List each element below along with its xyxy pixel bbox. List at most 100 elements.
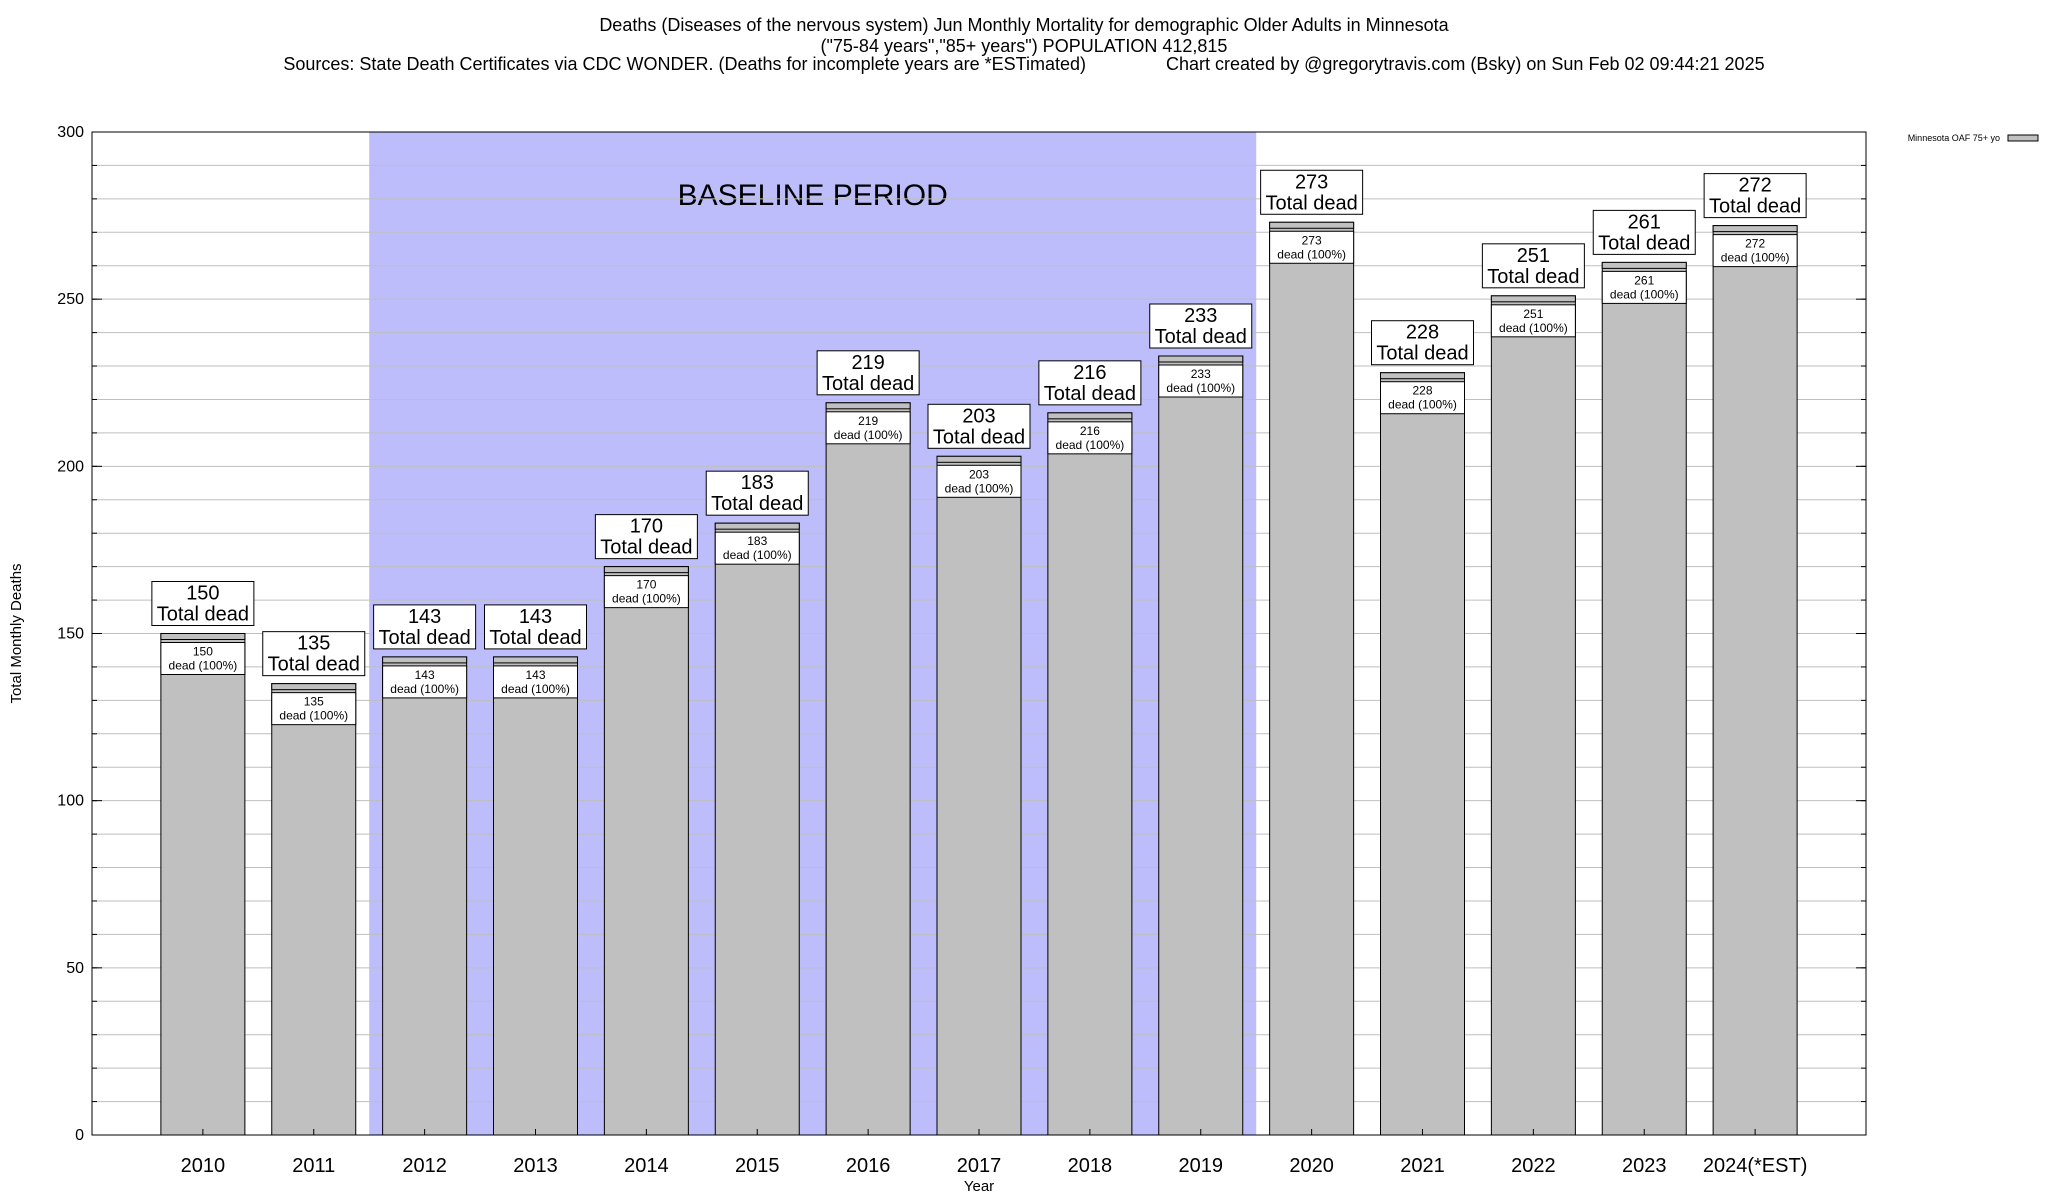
inner-pct-label: dead (100%) bbox=[1277, 247, 1346, 261]
inner-pct-label: dead (100%) bbox=[1610, 287, 1679, 301]
top-value-label: 203 bbox=[962, 405, 995, 427]
inner-pct-label: dead (100%) bbox=[279, 709, 348, 723]
bar-cap bbox=[1712, 225, 1798, 233]
inner-pct-label: dead (100%) bbox=[945, 481, 1014, 495]
inner-pct-label: dead (100%) bbox=[1499, 321, 1568, 335]
y-tick-label: 300 bbox=[57, 124, 84, 141]
x-tick-label: 2021 bbox=[1400, 1155, 1445, 1177]
inner-label-box bbox=[1712, 234, 1798, 268]
bar-cap bbox=[271, 683, 357, 691]
inner-value-label: 219 bbox=[858, 414, 878, 428]
top-label-box bbox=[816, 350, 920, 396]
top-total-label: Total dead bbox=[1598, 232, 1690, 254]
top-total-label: Total dead bbox=[157, 604, 249, 626]
x-axis-title: Year bbox=[964, 1178, 994, 1195]
top-value-label: 150 bbox=[186, 583, 219, 605]
bar bbox=[493, 656, 578, 1136]
x-tick-label: 2023 bbox=[1622, 1155, 1667, 1177]
inner-pct-label: dead (100%) bbox=[834, 428, 903, 442]
bar bbox=[271, 683, 357, 1136]
bar bbox=[714, 522, 800, 1136]
y-tick-label: 150 bbox=[57, 626, 84, 643]
top-label-box bbox=[373, 604, 477, 650]
top-total-label: Total dead bbox=[1044, 383, 1136, 405]
top-label-box bbox=[151, 581, 255, 626]
bar-cap bbox=[1269, 221, 1355, 229]
legend-label: Minnesota OAF 75+ yo bbox=[1908, 133, 2000, 143]
bar-cap bbox=[1158, 355, 1244, 363]
top-value-label: 143 bbox=[408, 606, 441, 628]
bar-cap bbox=[1047, 412, 1133, 420]
bar bbox=[1380, 372, 1465, 1136]
bar bbox=[1158, 355, 1244, 1136]
y-tick-label: 100 bbox=[57, 793, 84, 810]
top-total-label: Total dead bbox=[822, 373, 914, 395]
inner-value-label: 203 bbox=[969, 467, 989, 481]
inner-pct-label: dead (100%) bbox=[612, 592, 681, 606]
top-label-box bbox=[927, 403, 1031, 449]
inner-pct-label: dead (100%) bbox=[501, 682, 570, 696]
bar bbox=[382, 656, 468, 1136]
inner-pct-label: dead (100%) bbox=[1166, 381, 1235, 395]
bar-cap bbox=[603, 566, 689, 574]
bar-cap bbox=[825, 402, 911, 410]
inner-pct-label: dead (100%) bbox=[723, 548, 792, 562]
top-label-box bbox=[1481, 243, 1585, 289]
x-tick-label: 2017 bbox=[957, 1155, 1002, 1177]
baseline-period-label: BASELINE PERIOD bbox=[678, 179, 948, 212]
top-value-label: 233 bbox=[1184, 305, 1217, 327]
top-value-label: 228 bbox=[1406, 322, 1439, 344]
top-total-label: Total dead bbox=[1376, 343, 1468, 365]
inner-value-label: 143 bbox=[415, 668, 435, 682]
inner-value-label: 272 bbox=[1745, 237, 1765, 251]
bar bbox=[1047, 412, 1133, 1136]
top-total-label: Total dead bbox=[600, 537, 692, 559]
inner-value-label: 261 bbox=[1634, 273, 1654, 287]
inner-label-box bbox=[1269, 230, 1355, 264]
x-tick-label: 2013 bbox=[513, 1155, 558, 1177]
top-value-label: 219 bbox=[851, 352, 884, 374]
top-total-label: Total dead bbox=[378, 627, 470, 649]
inner-value-label: 233 bbox=[1191, 367, 1211, 381]
top-total-label: Total dead bbox=[1265, 192, 1357, 214]
top-label-box bbox=[1149, 303, 1253, 349]
bar-cap bbox=[936, 455, 1022, 463]
top-label-box bbox=[484, 604, 587, 650]
x-tick-label: 2018 bbox=[1068, 1155, 1113, 1177]
top-label-box bbox=[262, 631, 366, 677]
top-label-box bbox=[1260, 169, 1364, 215]
bar-cap bbox=[382, 656, 468, 664]
top-label-box bbox=[705, 470, 809, 516]
top-total-label: Total dead bbox=[933, 426, 1025, 448]
bar bbox=[1490, 295, 1576, 1136]
x-tick-label: 2019 bbox=[1179, 1155, 1224, 1177]
inner-label-box bbox=[271, 692, 357, 726]
plot-frame bbox=[91, 131, 1867, 1136]
inner-pct-label: dead (100%) bbox=[1388, 398, 1457, 412]
x-tick-label: 2010 bbox=[181, 1155, 226, 1177]
top-value-label: 170 bbox=[630, 516, 663, 538]
inner-pct-label: dead (100%) bbox=[169, 659, 238, 673]
top-total-label: Total dead bbox=[268, 654, 360, 676]
inner-pct-label: dead (100%) bbox=[390, 682, 459, 696]
inner-value-label: 273 bbox=[1302, 233, 1322, 247]
top-value-label: 251 bbox=[1517, 245, 1550, 267]
inner-pct-label: dead (100%) bbox=[1721, 251, 1790, 265]
y-tick-label: 200 bbox=[57, 458, 84, 475]
top-value-label: 183 bbox=[741, 472, 774, 494]
inner-label-box bbox=[1490, 304, 1576, 338]
inner-value-label: 150 bbox=[193, 645, 213, 659]
bar-cap bbox=[160, 633, 246, 640]
y-tick-label: 250 bbox=[57, 291, 84, 308]
x-tick-label: 2016 bbox=[846, 1155, 891, 1177]
inner-label-box bbox=[382, 665, 468, 699]
y-axis-title: Total Monthly Deaths bbox=[8, 563, 25, 703]
inner-label-box bbox=[1047, 421, 1133, 455]
top-label-box bbox=[1592, 209, 1696, 255]
inner-value-label: 251 bbox=[1523, 307, 1543, 321]
x-tick-label: 2020 bbox=[1289, 1155, 1334, 1177]
bar bbox=[825, 402, 911, 1136]
x-tick-label: 2024(*EST) bbox=[1703, 1155, 1808, 1177]
bar bbox=[1601, 261, 1687, 1136]
